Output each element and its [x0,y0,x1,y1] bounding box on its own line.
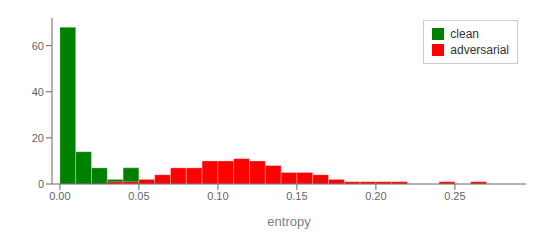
svg-text:40: 40 [32,86,44,98]
svg-text:60: 60 [32,40,44,52]
svg-text:0.25: 0.25 [444,190,465,202]
html-text:adversarial: adversarial [450,43,509,57]
svg-text:0: 0 [38,178,44,190]
svg-text:0.05: 0.05 [128,190,149,202]
html-text:clean: clean [450,27,479,41]
svg-text:20: 20 [32,132,44,144]
svg-text:0.20: 0.20 [365,190,386,202]
svg-text:0.00: 0.00 [49,190,70,202]
svg-text:0.10: 0.10 [207,190,228,202]
svg-text:0.15: 0.15 [286,190,307,202]
svg-text:entropy: entropy [267,214,311,229]
